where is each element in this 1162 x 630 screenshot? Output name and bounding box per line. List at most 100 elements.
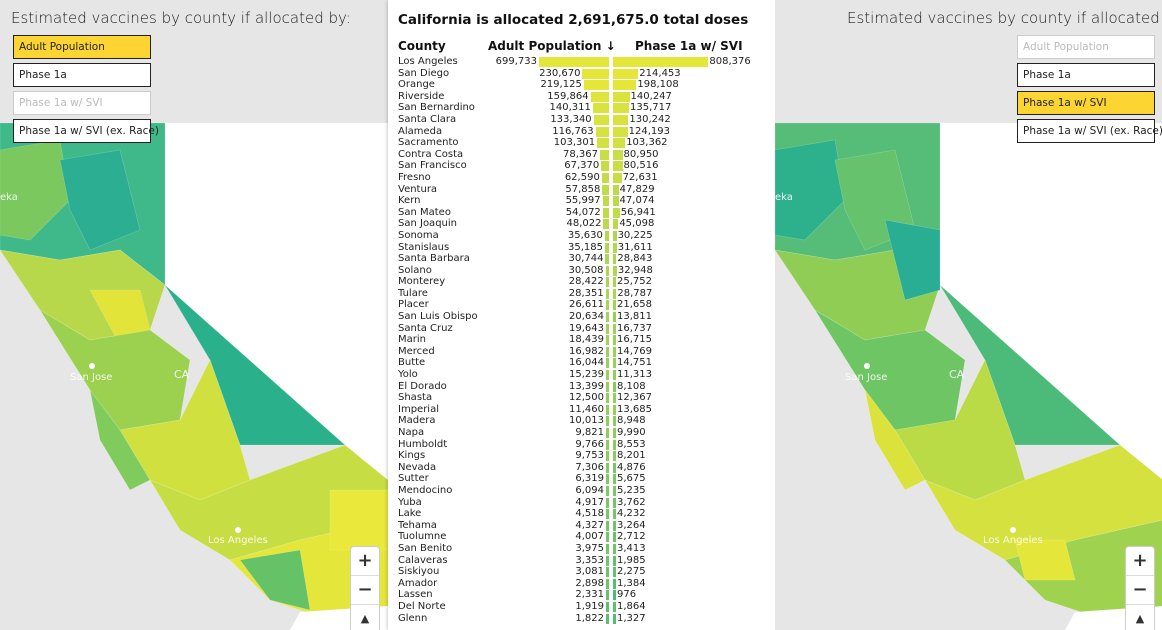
phase-1a-svi-value: 1,864: [617, 600, 646, 612]
adult-population-bar: [592, 103, 609, 114]
phase-1a-svi-bar: [613, 462, 616, 473]
adult-population-value: 3,081: [575, 566, 604, 578]
option-phase-1a-svi-ex-race[interactable]: Phase 1a w/ SVI (ex. Race): [1017, 119, 1162, 143]
adult-population-value: 30,508: [568, 264, 604, 276]
table-row: Alameda 116,763 124,193: [388, 126, 778, 138]
phase-1a-svi-bar: [613, 485, 616, 496]
left-map[interactable]: eka San Jose CA Los Angeles Estimated va…: [0, 0, 388, 630]
table-row: Fresno 62,590 72,631: [388, 172, 778, 184]
county-name: Santa Cruz: [398, 322, 453, 334]
adult-population-bar: [603, 219, 609, 230]
county-name: Kings: [398, 450, 426, 462]
adult-population-bar: [606, 567, 609, 578]
option-adult-population[interactable]: Adult Population: [1017, 35, 1155, 59]
phase-1a-svi-value: 14,769: [617, 345, 652, 357]
zoom-in-button[interactable]: +: [1126, 547, 1154, 576]
adult-population-bar: [605, 300, 609, 311]
county-name: Butte: [398, 357, 426, 369]
adult-population-value: 28,351: [568, 287, 604, 299]
phase-1a-svi-value: 808,376: [709, 56, 751, 67]
table-row: Marin 18,439 16,715: [388, 334, 778, 346]
adult-population-value: 35,630: [567, 229, 603, 241]
reset-north-button[interactable]: ▲: [1126, 605, 1154, 630]
adult-population-value: 2,898: [575, 577, 604, 589]
phase-1a-svi-bar: [613, 578, 616, 589]
adult-population-value: 133,340: [550, 113, 592, 125]
column-header-adult-population[interactable]: Adult Population ↓: [488, 39, 616, 53]
adult-population-bar: [606, 485, 609, 496]
county-name: Placer: [398, 299, 429, 311]
option-adult-population[interactable]: Adult Population: [13, 35, 151, 59]
county-name: San Bernardino: [398, 102, 475, 114]
phase-1a-svi-value: 30,225: [617, 229, 653, 241]
adult-population-bar: [606, 509, 609, 520]
option-phase-1a-svi[interactable]: Phase 1a w/ SVI: [1017, 91, 1155, 115]
phase-1a-svi-bar: [613, 393, 616, 404]
adult-population-value: 13,399: [569, 380, 604, 392]
zoom-out-button[interactable]: −: [1126, 576, 1154, 605]
phase-1a-svi-bar: [613, 254, 617, 265]
adult-population-bar: [606, 335, 609, 346]
phase-1a-svi-bar: [613, 265, 617, 276]
county-name: Yolo: [398, 369, 418, 381]
phase-1a-svi-value: 80,950: [623, 148, 659, 160]
table-row: Lassen 2,331 976: [388, 589, 778, 601]
table-row: San Diego 230,670 214,453: [388, 68, 778, 80]
table-row: San Francisco 67,370 80,516: [388, 160, 778, 172]
option-phase-1a-svi-ex-race[interactable]: Phase 1a w/ SVI (ex. Race): [13, 119, 159, 143]
adult-population-bar: [583, 80, 609, 91]
adult-population-bar: [606, 370, 609, 381]
phase-1a-svi-value: 1,985: [617, 554, 646, 566]
option-phase-1a-svi[interactable]: Phase 1a w/ SVI: [13, 91, 151, 115]
county-name: San Francisco: [398, 160, 467, 172]
county-name: Sutter: [398, 473, 429, 485]
phase-1a-svi-bar: [613, 68, 639, 79]
phase-1a-svi-bar: [613, 230, 617, 241]
table-row: Yuba 4,917 3,762: [388, 497, 778, 509]
zoom-in-button[interactable]: +: [351, 547, 379, 576]
county-region: [89, 389, 151, 491]
county-name: Contra Costa: [398, 148, 464, 160]
column-header-phase-1a-svi[interactable]: Phase 1a w/ SVI: [635, 39, 743, 53]
table-row: Orange 219,125 198,108: [388, 79, 778, 91]
adult-population-bar: [604, 230, 609, 241]
phase-1a-svi-value: 976: [617, 589, 637, 601]
adult-population-value: 699,733: [495, 56, 537, 67]
phase-1a-svi-bar: [613, 567, 616, 578]
county-region: [149, 444, 388, 561]
phase-1a-svi-value: 13,811: [617, 311, 652, 323]
map-label-san-jose: San Jose: [845, 372, 888, 383]
adult-population-value: 159,864: [547, 90, 589, 102]
county-name: Santa Barbara: [398, 253, 470, 265]
right-map[interactable]: eka San Jose CA Los Angeles Estimated va…: [775, 0, 1162, 630]
table-row: Sutter 6,319 5,675: [388, 473, 778, 485]
option-phase-1a[interactable]: Phase 1a: [1017, 63, 1155, 87]
adult-population-value: 3,975: [575, 542, 604, 554]
adult-population-bar: [606, 520, 609, 531]
phase-1a-svi-value: 8,108: [617, 380, 646, 392]
phase-1a-svi-bar: [613, 138, 626, 149]
county-name: Merced: [398, 345, 435, 357]
phase-1a-svi-bar: [613, 114, 629, 125]
adult-population-value: 4,327: [575, 519, 604, 531]
phase-1a-svi-bar: [613, 509, 616, 520]
adult-population-bar: [606, 601, 609, 612]
phase-1a-svi-value: 13,685: [617, 403, 652, 415]
phase-1a-svi-value: 1,384: [617, 577, 646, 589]
phase-1a-svi-bar: [613, 474, 616, 485]
county-name: Del Norte: [398, 600, 446, 612]
county-name: San Joaquin: [398, 218, 457, 230]
phase-1a-svi-value: 4,876: [617, 461, 646, 473]
adult-population-value: 230,670: [539, 67, 581, 79]
adult-population-value: 9,821: [575, 427, 604, 438]
phase-1a-svi-bar: [613, 520, 616, 531]
zoom-out-button[interactable]: −: [351, 576, 379, 605]
adult-population-bar: [605, 265, 609, 276]
option-phase-1a[interactable]: Phase 1a: [13, 63, 151, 87]
adult-population-bar: [539, 57, 609, 67]
reset-north-button[interactable]: ▲: [351, 605, 379, 630]
adult-population-value: 62,590: [564, 171, 600, 183]
table-row: San Benito 3,975 3,413: [388, 543, 778, 555]
adult-population-bar: [606, 346, 609, 357]
table-row: Del Norte 1,919 1,864: [388, 601, 778, 613]
